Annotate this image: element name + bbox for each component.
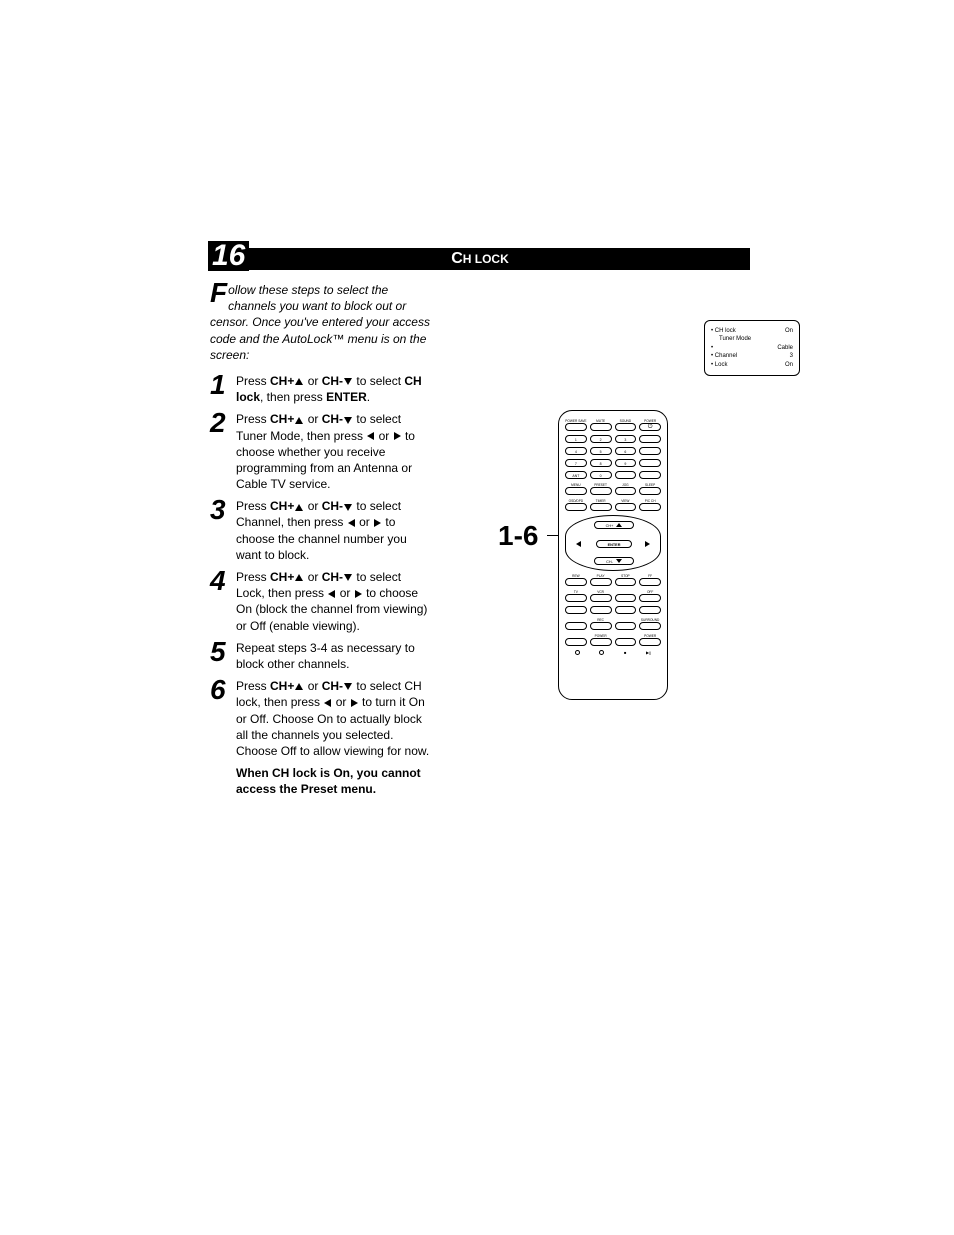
remote-button: 2	[590, 435, 612, 443]
remote-button	[565, 578, 587, 586]
remote-dot	[575, 650, 580, 655]
remote-button	[639, 622, 661, 630]
step-number: 4	[210, 569, 232, 593]
remote-button: 4	[565, 447, 587, 455]
step-number: 1	[210, 373, 232, 397]
step-text: Repeat steps 3-4 as necessary to block o…	[232, 640, 430, 672]
remote-button	[590, 594, 612, 602]
remote-button	[639, 578, 661, 586]
remote-button	[639, 606, 661, 614]
remote-button	[615, 594, 637, 602]
remote-button	[590, 503, 612, 511]
remote-button	[639, 503, 661, 511]
remote-button	[639, 435, 661, 443]
remote-button: ANT	[565, 471, 587, 479]
step-text: Press CH+ or CH- to select Tuner Mode, t…	[232, 411, 430, 492]
remote-button	[639, 638, 661, 646]
remote-button	[615, 471, 637, 479]
title-bar: 16 CH LOCK	[210, 248, 750, 270]
intro-text: Follow these steps to select the channel…	[210, 282, 430, 363]
remote-button	[590, 578, 612, 586]
remote-button	[615, 487, 637, 495]
remote-button: 1	[565, 435, 587, 443]
step-text: Press CH+ or CH- to select CH lock, then…	[232, 678, 430, 759]
ch-plus-button: CH+	[594, 521, 634, 529]
footer-note: When CH lock is On, you cannot access th…	[210, 765, 430, 797]
remote-button: 5	[590, 447, 612, 455]
step-text: Press CH+ or CH- to select Channel, then…	[232, 498, 430, 563]
remote-button	[615, 578, 637, 586]
remote-button	[590, 638, 612, 646]
step-number: 5	[210, 640, 232, 664]
remote-button	[590, 606, 612, 614]
remote-button	[565, 423, 587, 431]
remote-button	[565, 487, 587, 495]
remote-illustration: POWER SAVEMUTESOUNDPOWER 123 456 789 ANT…	[558, 410, 668, 700]
step-number: 2	[210, 411, 232, 435]
step-number: 6	[210, 678, 232, 702]
step-6: 6Press CH+ or CH- to select CH lock, the…	[210, 678, 430, 759]
remote-button	[590, 423, 612, 431]
stop-icon: ■	[624, 650, 626, 655]
remote-button	[615, 606, 637, 614]
remote-button: 9	[615, 459, 637, 467]
remote-button: 7	[565, 459, 587, 467]
remote-dot	[599, 650, 604, 655]
page-number: 16	[208, 241, 249, 271]
ch-minus-button: CH-	[594, 557, 634, 565]
callout-label: 1-6	[498, 520, 538, 552]
page-title: CH LOCK	[210, 248, 750, 270]
play-pause-icon: ▶||	[646, 650, 651, 655]
remote-button: 0	[590, 471, 612, 479]
right-arrow-icon	[645, 541, 650, 547]
step-3: 3Press CH+ or CH- to select Channel, the…	[210, 498, 430, 563]
remote-button	[615, 503, 637, 511]
step-4: 4Press CH+ or CH- to select Lock, then p…	[210, 569, 430, 634]
remote-button: 3	[615, 435, 637, 443]
remote-button	[639, 459, 661, 467]
remote-button	[639, 487, 661, 495]
remote-button: 6	[615, 447, 637, 455]
remote-button	[565, 503, 587, 511]
remote-button	[565, 594, 587, 602]
left-arrow-icon	[576, 541, 581, 547]
illustration-column: • CH lockOn Tuner Mode •Cable • Channel3…	[450, 282, 750, 797]
step-text: Press CH+ or CH- to select Lock, then pr…	[232, 569, 430, 634]
enter-button: ENTER	[596, 540, 632, 548]
step-text: Press CH+ or CH- to select CH lock, then…	[232, 373, 430, 405]
remote-button	[615, 423, 637, 431]
step-number: 3	[210, 498, 232, 522]
instructions-column: Follow these steps to select the channel…	[210, 282, 430, 797]
dpad: CH+ ENTER CH-	[565, 515, 661, 571]
step-5: 5Repeat steps 3-4 as necessary to block …	[210, 640, 430, 672]
step-1: 1Press CH+ or CH- to select CH lock, the…	[210, 373, 430, 405]
step-2: 2Press CH+ or CH- to select Tuner Mode, …	[210, 411, 430, 492]
remote-button	[590, 622, 612, 630]
remote-button: 8	[590, 459, 612, 467]
power-button-icon	[639, 423, 661, 431]
remote-button	[639, 594, 661, 602]
remote-button	[639, 471, 661, 479]
remote-button	[590, 487, 612, 495]
remote-button	[615, 622, 637, 630]
remote-button	[565, 622, 587, 630]
remote-button	[565, 606, 587, 614]
remote-button	[639, 447, 661, 455]
osd-menu: • CH lockOn Tuner Mode •Cable • Channel3…	[704, 320, 800, 376]
remote-button	[615, 638, 637, 646]
remote-button	[565, 638, 587, 646]
